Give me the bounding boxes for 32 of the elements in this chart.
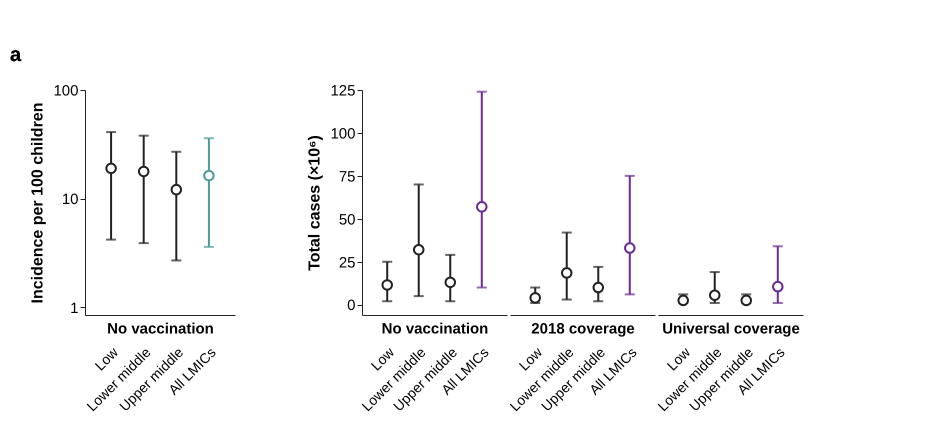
point: [105, 162, 117, 174]
y-tick-label: 100: [330, 125, 356, 142]
y-axis-title: Incidence per 100 children: [29, 102, 46, 304]
x-tick-label: Low: [516, 343, 546, 374]
y-axis-title: Total cases (×10⁶): [306, 135, 324, 271]
y-tick-label: 125: [330, 82, 356, 100]
x-tick-label: Low: [664, 343, 694, 374]
y-tick-label: 25: [338, 254, 356, 272]
y-tick-label: 50: [338, 211, 356, 228]
x-axis-title: 2018 coverage: [531, 320, 635, 338]
y-tick-label: 1: [70, 300, 78, 317]
point: [138, 166, 150, 178]
point: [624, 242, 636, 254]
point: [529, 292, 541, 304]
x-tick-label: Low: [92, 343, 122, 374]
point: [412, 244, 424, 256]
y-tick-label: 100: [53, 82, 78, 100]
point: [444, 276, 456, 288]
x-axis-title: No vaccination: [382, 320, 488, 338]
point: [203, 170, 215, 182]
point: [170, 184, 182, 196]
y-tick-label: 10: [62, 191, 78, 208]
point: [476, 201, 488, 213]
point: [381, 279, 393, 291]
point: [592, 282, 604, 294]
x-axis-title: No vaccination: [107, 320, 214, 338]
point: [560, 267, 572, 279]
text: a: [10, 44, 22, 66]
x-axis-title: Universal coverage: [662, 320, 800, 338]
y-tick-label: 75: [338, 168, 356, 186]
x-tick-label: Low: [368, 343, 398, 374]
y-tick-label: 0: [347, 297, 356, 314]
